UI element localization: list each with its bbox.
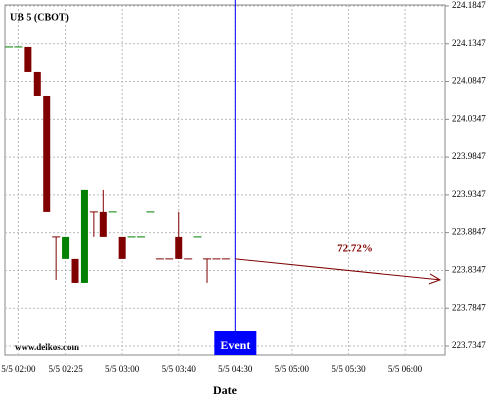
x-tick-label: 5/5 02:25: [48, 364, 83, 374]
candle-body: [33, 71, 41, 96]
y-tick-label: 224.1847: [452, 0, 486, 10]
candle-body: [24, 46, 32, 72]
candle-body: [175, 236, 183, 259]
y-tick-label: 224.1347: [452, 38, 486, 48]
x-tick-label: 5/5 04:30: [218, 364, 253, 374]
projection-label: 72.72%: [337, 243, 373, 255]
x-tick-label: 5/5 05:00: [275, 364, 310, 374]
x-tick-label: 5/5 02:00: [1, 364, 36, 374]
x-axis-title: Date: [213, 383, 238, 397]
projection-arrow: [235, 258, 441, 281]
y-tick-label: 223.8347: [452, 265, 486, 275]
plot-area: [4, 4, 446, 356]
x-tick-label: 5/5 05:30: [331, 364, 366, 374]
event-box: [214, 331, 257, 355]
y-tick-label: 223.9347: [452, 189, 486, 199]
candle-body: [99, 211, 107, 237]
y-tick-label: 224.0847: [452, 76, 486, 86]
x-tick-label: 5/5 06:00: [388, 364, 423, 374]
chart-title: UB 5 (CBOT): [10, 12, 69, 23]
y-tick-label: 223.9847: [452, 151, 486, 161]
event-label: Event: [220, 338, 250, 352]
arrow-head: [428, 273, 442, 285]
y-tick-label: 223.7347: [452, 340, 486, 350]
watermark: www.delkos.com: [15, 342, 80, 352]
candle-body: [80, 189, 88, 283]
candle-body: [43, 95, 51, 212]
candle-body: [118, 236, 126, 259]
x-tick-label: 5/5 03:00: [105, 364, 140, 374]
y-tick-label: 224.0347: [452, 113, 486, 123]
y-tick-label: 223.8847: [452, 227, 486, 237]
y-tick-label: 223.7847: [452, 302, 486, 312]
candle-body: [71, 258, 79, 283]
x-tick-label: 5/5 03:40: [162, 364, 197, 374]
candle-body: [62, 236, 70, 259]
